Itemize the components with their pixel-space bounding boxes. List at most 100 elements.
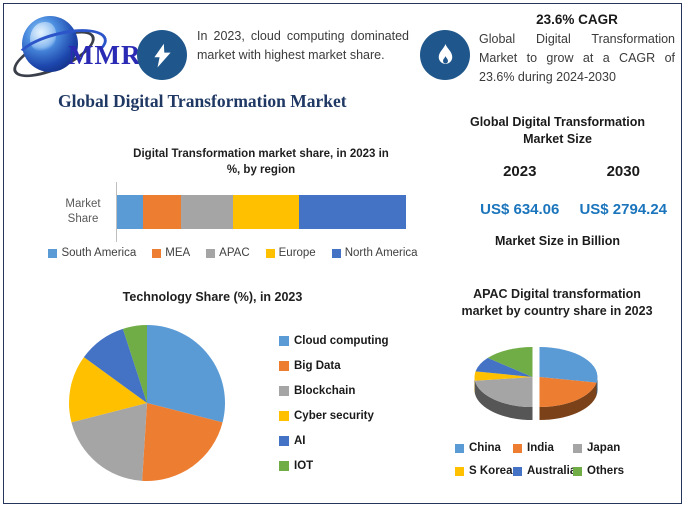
legend-item-india: India [513,442,573,454]
legend-item-others: Others [573,465,624,477]
legend-swatch [265,248,275,258]
legend-label: Big Data [294,360,341,372]
bar-segment-mea [143,195,181,230]
legend-label: Japan [587,442,621,454]
legend-item-blockchain: Blockchain [279,385,389,397]
bar-segment-north-america [299,195,406,230]
legend-swatch [279,361,289,371]
legend-label: Blockchain [294,385,356,397]
flame-icon [438,43,452,64]
cagr-title: 23.6% CAGR [536,12,618,27]
mmr-logo: MMR [7,12,148,87]
pie-slice-cloud-computing [147,325,225,423]
legend-label: India [527,442,554,454]
lightning-badge [137,30,187,80]
legend-swatch [279,461,289,471]
start-year-label: 2023 [503,162,537,180]
insight-cagr: 23.6% CAGR Global Digital Transformation… [420,12,676,86]
legend-swatch [573,443,582,453]
legend-swatch [152,248,162,258]
lightning-icon [153,43,171,67]
end-year-label: 2030 [606,162,640,180]
pie-slice-australia [475,357,533,377]
legend-label: MEA [165,247,191,260]
pie-slice-china [539,347,598,383]
legend-label: IOT [294,460,314,472]
region-stacked-bar [117,195,406,230]
pie-slice-cyber-security [69,357,147,423]
legend-label: Cyber security [294,410,374,422]
pie-slice-big-data [142,403,223,481]
pie-slice-wall-japan [474,380,533,420]
legend-label: South America [61,247,137,260]
apac-country-share-chart: APAC Digital transformation market by co… [436,286,678,477]
legend-label: AI [294,435,306,447]
market-size-panel: Global Digital Transformation Market Siz… [440,114,675,248]
legend-item-china: China [455,442,513,454]
region-axis-label: Market Share [65,198,101,226]
legend-item-ai: AI [279,435,389,447]
legend-label: Europe [278,247,316,260]
technology-pie [69,325,225,481]
globe-icon [22,16,78,72]
legend-item-north-america: North America [331,247,418,260]
legend-item-apac: APAC [206,247,250,259]
pie-slice-others [487,347,533,377]
legend-swatch [279,336,289,346]
legend-item-japan: Japan [573,442,624,454]
pie-slice-wall-china [596,377,598,396]
legend-swatch [573,466,582,476]
legend-label: Cloud computing [294,335,389,347]
legend-item-s-korea: S Korea [455,465,513,477]
region-plot-area [116,182,406,243]
pie-slice-ai [83,328,147,403]
end-year-value: US$ 2794.24 [579,200,668,218]
pie-slice-iot [122,325,147,403]
pie-slice-wall-india [539,382,597,420]
legend-swatch [206,248,216,258]
region-chart-title: Digital Transformation market share, in … [133,148,389,176]
legend-swatch [331,248,341,258]
bar-segment-europe [232,195,300,230]
legend-item-cloud-computing: Cloud computing [279,335,389,347]
market-size-unit-note: Market Size in Billion [494,233,621,248]
legend-label: S Korea [469,465,513,477]
legend-swatch [455,443,464,453]
legend-swatch [279,411,289,421]
apac-legend: China India Japan S Korea Australia Others [455,442,624,477]
apac-3d-pie [474,347,598,420]
market-size-values: US$ 634.06 US$ 2794.24 [440,201,675,218]
legend-label: China [469,442,501,454]
legend-swatch [279,386,289,396]
legend-swatch [279,436,289,446]
legend-swatch [455,466,464,476]
bar-segment-south-america [117,195,143,230]
legend-label: North America [344,247,418,260]
legend-item-mea: MEA [152,247,190,259]
market-size-title: Global Digital Transformation Market Siz… [469,115,646,146]
legend-item-europe: Europe [265,247,316,260]
legend-item-iot: IOT [279,460,389,472]
flame-badge [420,30,470,80]
insight-right-text: Global Digital Transformation Market to … [479,32,675,84]
bar-segment-apac [180,195,233,230]
legend-swatch [48,248,58,258]
pie-slice-india [539,377,597,407]
legend-item-big-data: Big Data [279,360,389,372]
market-size-years: 2023 2030 [440,163,675,180]
logo-text: MMR [68,40,142,70]
legend-item-cyber-security: Cyber security [279,410,389,422]
region-share-chart: Digital Transformation market share, in … [48,147,418,260]
insight-left-text: In 2023, cloud computing dominated marke… [197,29,409,62]
legend-item-south-america: South America [48,247,136,259]
legend-swatch [513,443,522,453]
region-legend: South America MEA APAC Europe North America [48,247,418,260]
page-title: Global Digital Transformation Market [58,91,347,111]
pie-slice-blockchain [71,403,147,481]
legend-label: Australia [527,465,577,477]
pie-slice-japan [474,377,533,407]
technology-share-chart: Technology Share (%), in 2023 Cloud comp… [45,289,425,494]
pie-slice-s-korea [474,371,533,381]
technology-chart-title: Technology Share (%), in 2023 [122,290,303,304]
start-year-value: US$ 634.06 [480,200,560,218]
